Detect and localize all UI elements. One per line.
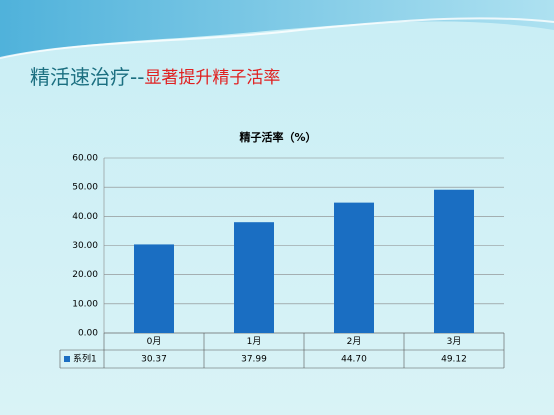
y-tick-label: 10.00 — [72, 299, 98, 309]
bar — [434, 189, 474, 333]
title-main: 精活速治疗-- — [30, 65, 144, 89]
value-label: 37.99 — [241, 355, 267, 365]
chart-title: 精子活率（%） — [239, 130, 316, 144]
bar — [334, 202, 374, 333]
y-tick-label: 30.00 — [72, 241, 98, 251]
bar — [234, 222, 274, 333]
x-tick-label: 2月 — [347, 336, 362, 347]
value-label: 30.37 — [141, 355, 167, 365]
chart: 0.00 10.00 20.00 30.00 40.00 50.00 60.00 系列1 30.… — [59, 154, 505, 369]
y-tick-label: 40.00 — [72, 212, 98, 222]
y-tick-label: 60.00 — [72, 154, 98, 164]
value-label: 44.70 — [341, 355, 367, 365]
wave-line — [0, 17, 554, 59]
x-tick-label: 1月 — [247, 336, 262, 347]
bar — [134, 244, 174, 333]
y-tick-label: 0.00 — [78, 329, 98, 339]
legend-marker — [64, 356, 70, 362]
x-tick-label: 0月 — [147, 336, 162, 347]
slide-title: 精活速治疗--显著提升精子活率 — [30, 65, 280, 89]
y-tick-label: 50.00 — [72, 183, 98, 193]
y-tick-label: 20.00 — [72, 270, 98, 280]
wave — [0, 0, 554, 58]
value-label: 49.12 — [441, 355, 467, 365]
title-highlight: 显著提升精子活率 — [144, 68, 280, 88]
legend-label: 系列1 — [73, 353, 97, 365]
x-tick-label: 3月 — [447, 336, 462, 347]
